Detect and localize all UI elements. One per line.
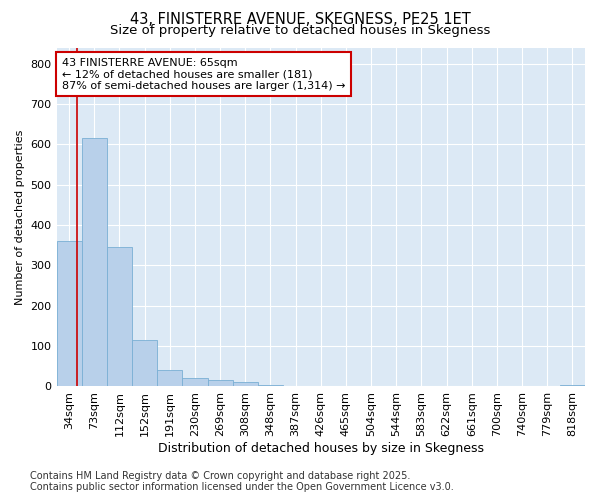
Bar (258, 385, 283, 386)
Text: Contains HM Land Registry data © Crown copyright and database right 2025.
Contai: Contains HM Land Registry data © Crown c… (30, 471, 454, 492)
Bar (157, 370, 182, 386)
Bar (182, 378, 208, 386)
Bar (208, 380, 233, 386)
Text: 43 FINISTERRE AVENUE: 65sqm
← 12% of detached houses are smaller (181)
87% of se: 43 FINISTERRE AVENUE: 65sqm ← 12% of det… (62, 58, 346, 91)
Bar (82, 138, 107, 386)
Bar (132, 340, 157, 386)
Y-axis label: Number of detached properties: Number of detached properties (15, 130, 25, 304)
Bar (107, 247, 132, 386)
Bar (233, 382, 258, 386)
Bar (56, 241, 82, 386)
X-axis label: Distribution of detached houses by size in Skegness: Distribution of detached houses by size … (158, 442, 484, 455)
Text: 43, FINISTERRE AVENUE, SKEGNESS, PE25 1ET: 43, FINISTERRE AVENUE, SKEGNESS, PE25 1E… (130, 12, 470, 28)
Bar (560, 385, 585, 386)
Text: Size of property relative to detached houses in Skegness: Size of property relative to detached ho… (110, 24, 490, 37)
